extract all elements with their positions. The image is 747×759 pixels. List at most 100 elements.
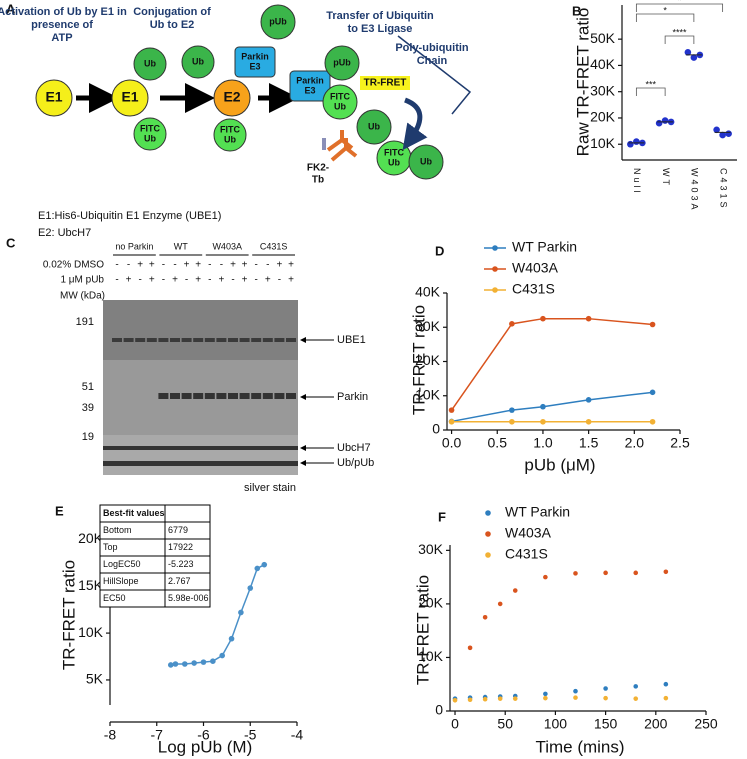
gel-band: [123, 338, 134, 342]
gel-band: [239, 338, 250, 342]
gel-band: [239, 393, 250, 399]
gel-band: [103, 446, 298, 450]
gel-band: [274, 393, 285, 399]
chain-bracket: [397, 35, 472, 115]
data-point: [482, 696, 488, 702]
group-label: C431S: [260, 241, 288, 251]
condition-sign: +: [137, 260, 143, 271]
node-label: Ub: [334, 101, 346, 111]
legend-marker: [485, 510, 491, 516]
gel-band: [146, 338, 157, 342]
chain-label: Chain: [417, 55, 448, 67]
x-tick-label: 0: [451, 716, 459, 732]
y-axis-label: TR-FRET ratio: [59, 560, 78, 670]
data-point: [512, 696, 518, 701]
node-shape: [234, 46, 276, 78]
condition-sign: +: [288, 275, 294, 286]
node-label: Ub: [420, 156, 432, 166]
y-axis-label: Raw TR-FRET ratio: [573, 8, 592, 157]
data-point: [509, 418, 515, 425]
table-cell: -5.223: [168, 559, 194, 569]
gel-band: [228, 393, 238, 399]
data-point: [210, 658, 216, 664]
condition-sign: -: [173, 260, 176, 271]
gel-band: [135, 338, 146, 342]
condition-sign: +: [149, 260, 155, 271]
data-point: [663, 681, 669, 687]
legend-marker: [485, 531, 491, 537]
x-tick-label: 200: [644, 716, 668, 732]
data-point: [633, 684, 639, 689]
data-point: [573, 571, 578, 576]
antibody: [326, 130, 358, 162]
gel-band: [158, 338, 169, 342]
band-label: UbcH7: [337, 442, 371, 454]
data-point: [585, 418, 592, 425]
gel-band: [251, 393, 262, 399]
y-tick-label: 20K: [415, 352, 441, 368]
node-label: pUb: [269, 16, 287, 26]
legend-marker: [485, 552, 491, 558]
y-tick-label: 30K: [590, 82, 616, 98]
table-cell: 6779: [168, 525, 188, 535]
dot: [725, 130, 732, 138]
significance-label: *: [663, 5, 667, 15]
dot: [655, 119, 663, 127]
gel-band: [228, 338, 238, 342]
data-point: [509, 321, 515, 327]
legend-label: C431S: [505, 546, 548, 562]
gel-band: [262, 393, 273, 399]
condition-sign: -: [255, 260, 258, 271]
node-label: FITC: [220, 124, 240, 134]
legend-label: C431S: [512, 281, 555, 297]
table-cell: Top: [103, 542, 118, 552]
data-point: [540, 315, 546, 322]
condition-sign: -: [266, 260, 269, 271]
legend-label: WT Parkin: [505, 504, 570, 520]
significance-bracket: [664, 35, 695, 44]
gel-band: [103, 461, 298, 466]
data-point: [649, 418, 656, 425]
node-label: E1: [45, 89, 62, 105]
gel-band: [193, 393, 204, 399]
legend-marker: [492, 266, 498, 272]
data-point: [482, 614, 488, 620]
data-point: [497, 696, 503, 701]
band-label: Parkin: [337, 391, 368, 403]
legend-label: W403A: [512, 260, 559, 276]
condition-sign: +: [149, 275, 155, 286]
gel-band: [274, 338, 285, 342]
x-tick-label: 0.5: [488, 435, 508, 451]
x-axis-label: Time (mins): [535, 737, 624, 756]
x-tick-label: C431S: [718, 168, 728, 211]
y-tick-label: 5K: [86, 671, 104, 687]
significance-bracket: [635, 3, 724, 12]
data-point: [452, 697, 458, 703]
step-label: Activation of Ub by E1 in: [0, 6, 127, 18]
node-shape: [35, 79, 73, 117]
node-label: Ub: [192, 56, 204, 66]
gel-band: [204, 338, 215, 342]
fret-label: TR-FRET: [364, 78, 407, 89]
data-point: [247, 585, 254, 591]
panel-label: C: [6, 235, 16, 250]
panel-label: B: [572, 3, 581, 18]
x-tick-label: W403A: [690, 168, 700, 213]
gel-band: [193, 338, 204, 342]
y-axis-label: TR-FRET ratio: [413, 575, 432, 685]
condition-sign: +: [184, 260, 190, 271]
node-shape: [324, 45, 360, 81]
data-point: [219, 652, 225, 659]
table-cell: LogEC50: [103, 559, 141, 569]
node-shape: [181, 45, 215, 79]
significance-bracket: [635, 13, 695, 22]
data-point: [512, 588, 518, 593]
significance-label: *: [678, 0, 682, 5]
condition-sign: +: [230, 260, 236, 271]
diagram-legend: E1:His6-Ubiquitin E1 Enzyme (UBE1): [38, 210, 221, 222]
gel-band: [181, 338, 192, 342]
condition-label: 0.02% DMSO: [43, 260, 104, 271]
data-point: [238, 609, 244, 616]
condition-sign: -: [115, 275, 118, 286]
